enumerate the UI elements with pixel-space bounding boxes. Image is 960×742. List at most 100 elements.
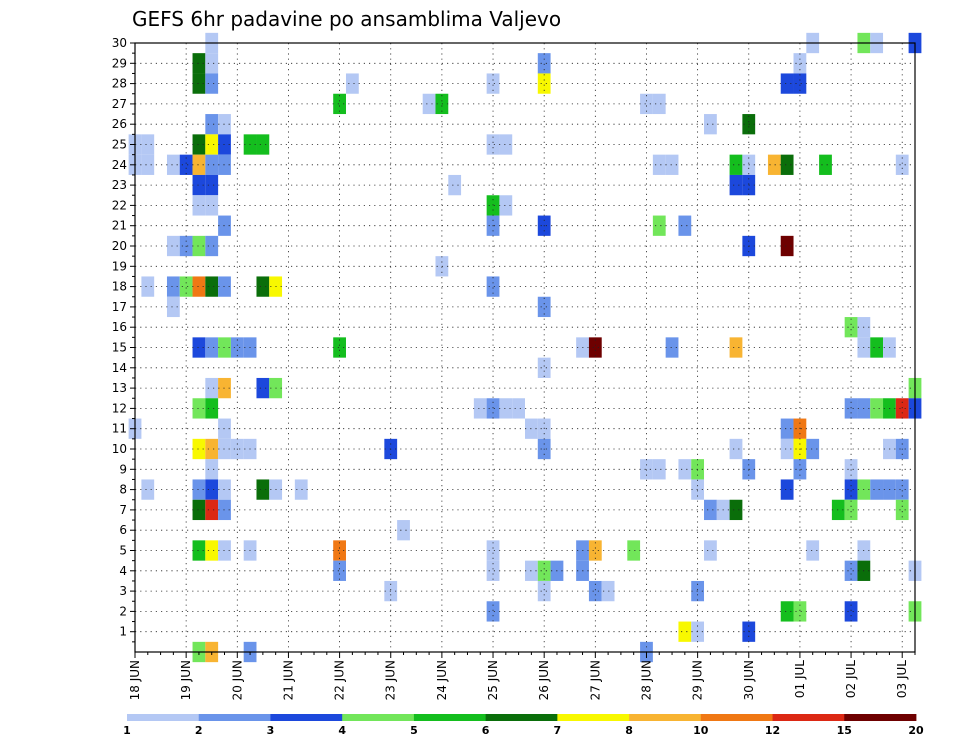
heat-cell [499, 398, 513, 419]
y-tick-label: 2 [119, 604, 127, 618]
y-axis: 1234567891011121314151617181920212223242… [112, 36, 135, 643]
heat-cell [588, 337, 602, 358]
heat-cell [588, 580, 602, 602]
heat-cell [333, 540, 346, 561]
y-tick-label: 17 [112, 300, 127, 314]
colorbar-swatch [342, 714, 415, 721]
heat-cell [486, 134, 500, 155]
heat-cell [205, 235, 219, 257]
heat-cell [780, 438, 794, 460]
heat-cell [205, 195, 219, 216]
y-tick-label: 20 [112, 239, 127, 253]
colorbar-label: 7 [554, 724, 562, 737]
x-tick-label: 18 JUN [128, 660, 142, 700]
heat-cell [844, 499, 858, 521]
colorbar-label: 1 [123, 724, 131, 737]
heat-cell [179, 154, 193, 175]
heat-cell [205, 337, 219, 358]
colorbar-swatch [198, 714, 271, 721]
x-tick-label: 21 JUN [281, 660, 295, 700]
x-tick-label: 27 JUN [588, 660, 602, 700]
heat-cell [205, 499, 219, 521]
y-tick-label: 4 [119, 564, 127, 578]
heat-cell [640, 93, 653, 115]
heat-cell [333, 93, 346, 115]
heat-cell [870, 479, 884, 500]
heat-cell [192, 154, 206, 175]
heat-cell [780, 154, 794, 175]
colorbar-label: 6 [482, 724, 490, 737]
heat-cell [870, 337, 884, 358]
x-tick-label: 30 JUN [742, 660, 756, 700]
heat-cell [729, 438, 743, 460]
heat-cell [678, 621, 692, 642]
heat-cell [819, 154, 832, 175]
heat-cell [704, 499, 717, 521]
heat-cell [729, 174, 743, 196]
x-axis: 18 JUN 19 JUN 20 JUN 21 JUN 22 JUN 23 JUN 24 J… [128, 652, 916, 700]
colorbar-label: 3 [267, 724, 275, 737]
heat-cell [537, 357, 551, 378]
heat-cell [806, 540, 820, 561]
x-tick-label: 28 JUN [639, 660, 653, 700]
heat-cell [537, 73, 551, 94]
heat-cell [678, 215, 692, 236]
y-tick-label: 25 [112, 138, 127, 152]
heat-cell [486, 540, 500, 561]
heat-cell [333, 337, 346, 358]
x-tick-label: 29 JUN [691, 660, 705, 700]
y-tick-label: 9 [119, 462, 127, 476]
x-tick-label: 20 JUN [230, 660, 244, 700]
heat-cell [192, 276, 206, 297]
y-tick-label: 12 [112, 401, 127, 415]
heat-cell [205, 114, 219, 135]
colorbar-label: 8 [625, 724, 633, 737]
y-tick-label: 26 [112, 117, 127, 131]
heat-cell [141, 276, 155, 297]
heat-cell [192, 195, 206, 216]
heat-cell [486, 73, 500, 94]
y-tick-label: 10 [112, 442, 127, 456]
heat-cell [793, 73, 807, 94]
heat-cell [895, 479, 909, 500]
heat-cell [205, 134, 219, 155]
heat-cell [473, 398, 487, 419]
colorbar-swatch [270, 714, 343, 721]
heat-cell [192, 540, 206, 561]
colorbar-swatch [557, 714, 630, 721]
heat-cell [192, 134, 206, 155]
colorbar-label: 10 [693, 724, 709, 737]
heat-cell [256, 479, 270, 500]
heat-cell [729, 337, 743, 358]
heat-cell [192, 73, 206, 94]
heat-cell [627, 540, 641, 561]
heat-cell [665, 337, 679, 358]
heat-cell [895, 398, 909, 419]
heat-cell [844, 479, 858, 500]
heat-cell [192, 438, 206, 460]
y-tick-label: 29 [112, 56, 127, 70]
heat-cell [422, 93, 436, 115]
heat-cell [205, 438, 219, 460]
heat-cell [512, 398, 525, 419]
heat-cell [256, 276, 270, 297]
heat-cell [205, 174, 219, 196]
heat-cell [780, 73, 794, 94]
heat-cell [678, 459, 692, 480]
colorbar-label: 4 [338, 724, 346, 737]
heat-cell [192, 499, 206, 521]
heat-cell [205, 53, 219, 74]
heat-cell [179, 276, 193, 297]
y-tick-label: 23 [112, 178, 127, 192]
heat-cell [256, 377, 270, 399]
y-tick-label: 11 [112, 422, 127, 436]
colorbar-swatch [413, 714, 487, 721]
heat-cell [192, 235, 206, 257]
colorbar-swatch [772, 714, 845, 721]
y-tick-label: 24 [112, 158, 127, 172]
heat-cell [844, 601, 858, 622]
heat-cell [486, 398, 500, 419]
colorbar-label: 2 [195, 724, 203, 737]
y-tick-label: 27 [112, 97, 127, 111]
heat-cell [141, 134, 155, 155]
